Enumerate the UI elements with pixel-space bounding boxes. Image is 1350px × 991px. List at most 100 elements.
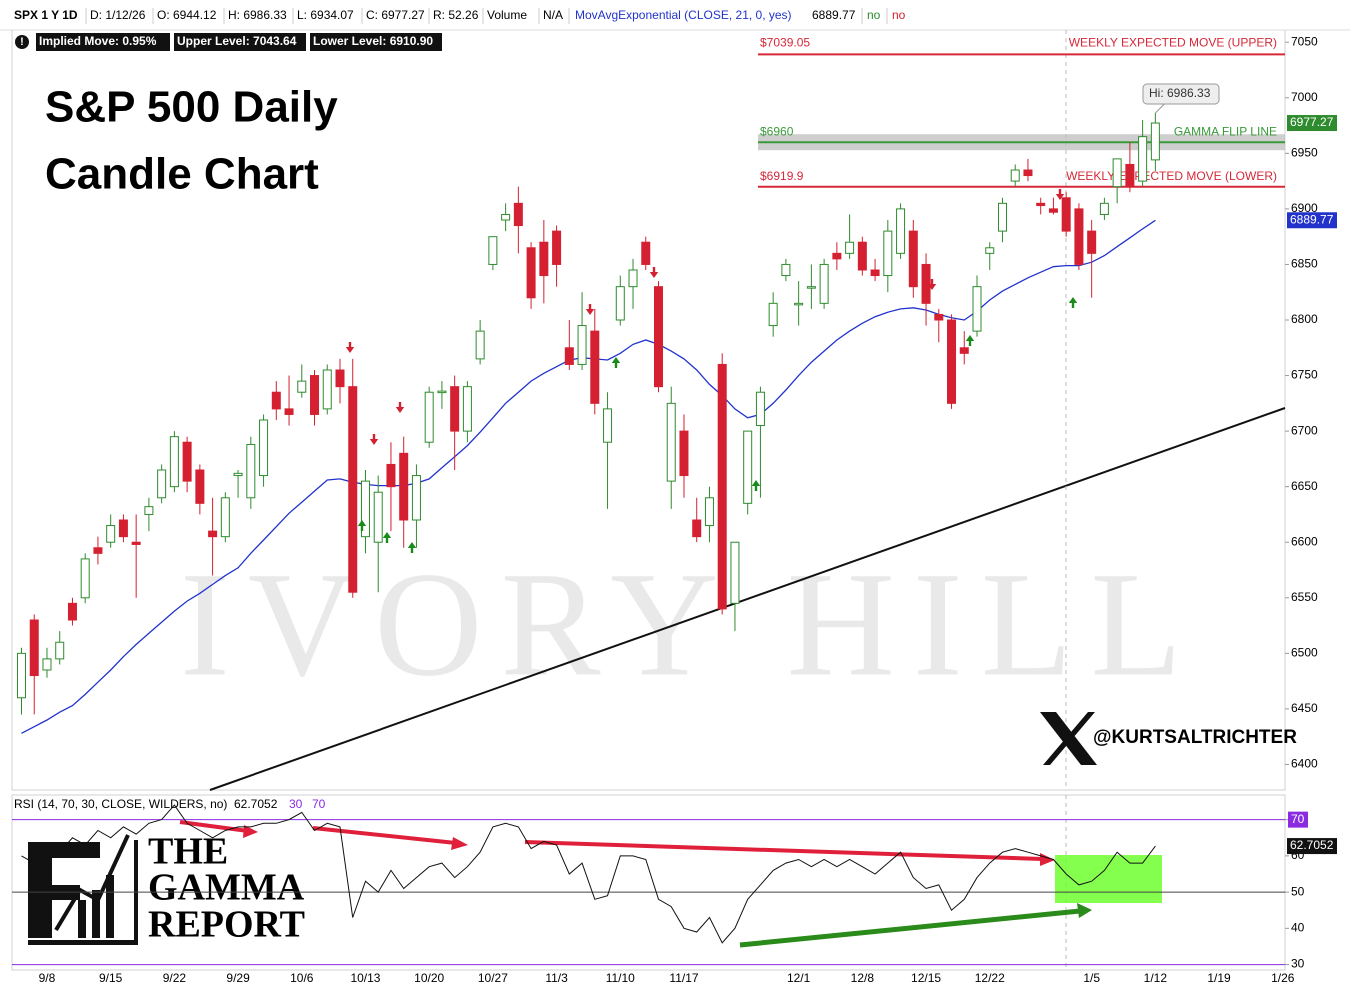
buy-arrow <box>382 532 392 543</box>
candle-body <box>259 419 269 477</box>
level-name: GAMMA FLIP LINE <box>1174 124 1277 138</box>
candle-body <box>284 408 294 415</box>
candle-body <box>781 263 791 277</box>
alert-icon <box>15 35 29 49</box>
candle-body <box>310 375 320 415</box>
info-text: Implied Move: 0.95% <box>39 34 157 48</box>
candle-body <box>615 286 625 321</box>
candle-body <box>1048 208 1058 213</box>
candle-body <box>603 408 613 443</box>
candle-body <box>806 286 816 289</box>
logo-text: GAMMA <box>148 867 305 909</box>
candle-body <box>539 241 549 277</box>
x-tick-label: 11/3 <box>545 971 568 985</box>
candle-body <box>972 286 982 332</box>
rsi-level: 30 <box>289 797 303 811</box>
x-tick-label: 12/15 <box>911 971 941 985</box>
candle-body <box>794 302 804 306</box>
candle-body <box>399 452 409 521</box>
rsi-value: 62.7052 <box>234 797 278 811</box>
candle-body <box>131 541 141 545</box>
hi-box <box>1142 83 1220 105</box>
candle-body <box>768 302 778 327</box>
header-field: N/A <box>543 8 563 22</box>
price-tag <box>1287 838 1337 855</box>
level-label: $6960 <box>760 124 794 138</box>
info-box <box>174 33 306 51</box>
y-tick-label: 6500 <box>1291 646 1318 660</box>
price-tag-label: 62.7052 <box>1290 838 1334 852</box>
x-tick-label: 11/10 <box>606 971 635 985</box>
candle-body <box>373 491 383 543</box>
candle-body <box>959 347 969 354</box>
level-label: $6919.9 <box>760 169 804 183</box>
header-field: R: 52.26 <box>433 8 479 22</box>
candle-body <box>1112 158 1122 188</box>
candle-body <box>55 641 65 660</box>
candle-body <box>1087 230 1097 254</box>
candle-body <box>450 386 460 432</box>
handle: @KURTSALTRICHTER <box>1093 727 1297 748</box>
candle-body <box>501 213 511 221</box>
candle-body <box>679 430 689 477</box>
x-tick-label: 12/8 <box>851 971 875 985</box>
symbol[interactable]: SPX 1 Y 1D <box>14 8 78 22</box>
y-tick-label: 6550 <box>1291 590 1318 604</box>
candle-body <box>921 263 931 304</box>
candle-body <box>564 347 574 365</box>
header-field: H: 6986.33 <box>228 8 287 22</box>
candle-body <box>513 202 523 227</box>
x-tick-label: 11/17 <box>669 971 698 985</box>
candle-body <box>857 241 867 271</box>
candle-body <box>67 602 77 621</box>
study-value: 6889.77 <box>812 8 856 22</box>
candle-body <box>934 313 944 321</box>
y-tick-label: 6650 <box>1291 479 1318 493</box>
header-bar <box>0 0 1350 30</box>
candle-body <box>819 263 829 304</box>
x-tick-label: 1/26 <box>1271 971 1295 985</box>
candle-body <box>755 391 765 427</box>
candle-body <box>1023 169 1033 177</box>
candle-body <box>42 658 52 671</box>
header-field: L: 6934.07 <box>297 8 354 22</box>
candle-body <box>590 330 600 404</box>
x-tick-label: 10/20 <box>414 971 444 985</box>
x-tick-label: 12/1 <box>787 971 811 985</box>
candle-body <box>730 541 740 604</box>
header-field: O: 6944.12 <box>157 8 217 22</box>
hi-label: Hi: 6986.33 <box>1149 86 1211 100</box>
candle-body <box>717 363 727 610</box>
y-tick-label: 6400 <box>1291 757 1318 771</box>
candle-body <box>411 475 421 521</box>
info-text: Upper Level: 7043.64 <box>177 34 297 48</box>
candle-body <box>1138 136 1148 182</box>
candle-body <box>475 330 485 360</box>
buy-arrow <box>611 357 621 368</box>
sell-arrow <box>927 279 937 290</box>
price-tag-label: 6889.77 <box>1290 212 1334 226</box>
y-tick-label: 6450 <box>1291 701 1318 715</box>
candle-body <box>1074 208 1084 265</box>
candle-body <box>462 386 472 432</box>
candle-body <box>1150 122 1160 161</box>
candle-body <box>1010 169 1020 182</box>
logo-text: THE <box>148 831 228 873</box>
candle-body <box>526 247 536 299</box>
x-tick-label: 1/19 <box>1207 971 1231 985</box>
alert-icon-mark: ! <box>20 36 24 48</box>
ema-line <box>21 219 1156 734</box>
sell-arrow <box>649 267 659 278</box>
y-tick-label: 50 <box>1291 884 1305 898</box>
candle-body <box>144 506 154 515</box>
candle-body <box>1099 202 1109 215</box>
sell-arrow <box>585 304 595 315</box>
candle-body <box>386 463 396 488</box>
header-field: Volume <box>487 8 527 22</box>
trendline <box>209 407 1286 791</box>
level-tag <box>1288 811 1308 828</box>
header-field: D: 1/12/26 <box>90 8 146 22</box>
candle-body <box>704 497 714 527</box>
y-tick-label: 6700 <box>1291 423 1318 437</box>
